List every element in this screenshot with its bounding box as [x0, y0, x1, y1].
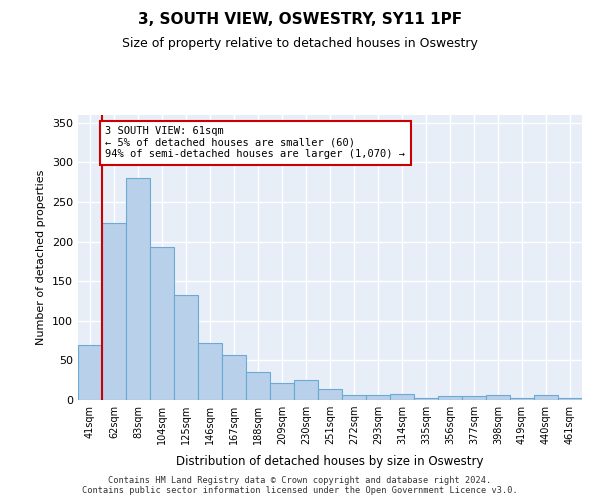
Text: 3 SOUTH VIEW: 61sqm
← 5% of detached houses are smaller (60)
94% of semi-detache: 3 SOUTH VIEW: 61sqm ← 5% of detached hou…	[106, 126, 406, 160]
Bar	[198, 343, 222, 400]
Bar	[102, 224, 126, 400]
Bar	[318, 389, 342, 400]
Bar	[246, 372, 270, 400]
Bar	[438, 396, 462, 400]
Bar	[366, 395, 390, 400]
Bar	[150, 247, 174, 400]
Bar	[294, 380, 318, 400]
Text: Contains HM Land Registry data © Crown copyright and database right 2024.
Contai: Contains HM Land Registry data © Crown c…	[82, 476, 518, 495]
Bar	[390, 394, 414, 400]
Bar	[462, 396, 486, 400]
X-axis label: Distribution of detached houses by size in Oswestry: Distribution of detached houses by size …	[176, 456, 484, 468]
Bar	[174, 294, 198, 400]
Bar	[510, 398, 534, 400]
Bar	[78, 344, 102, 400]
Bar	[126, 178, 150, 400]
Bar	[342, 395, 366, 400]
Bar	[222, 355, 246, 400]
Bar	[486, 395, 510, 400]
Bar	[270, 382, 294, 400]
Bar	[534, 395, 558, 400]
Text: Size of property relative to detached houses in Oswestry: Size of property relative to detached ho…	[122, 38, 478, 51]
Text: 3, SOUTH VIEW, OSWESTRY, SY11 1PF: 3, SOUTH VIEW, OSWESTRY, SY11 1PF	[138, 12, 462, 28]
Bar	[414, 398, 438, 400]
Bar	[558, 398, 582, 400]
Y-axis label: Number of detached properties: Number of detached properties	[37, 170, 46, 345]
